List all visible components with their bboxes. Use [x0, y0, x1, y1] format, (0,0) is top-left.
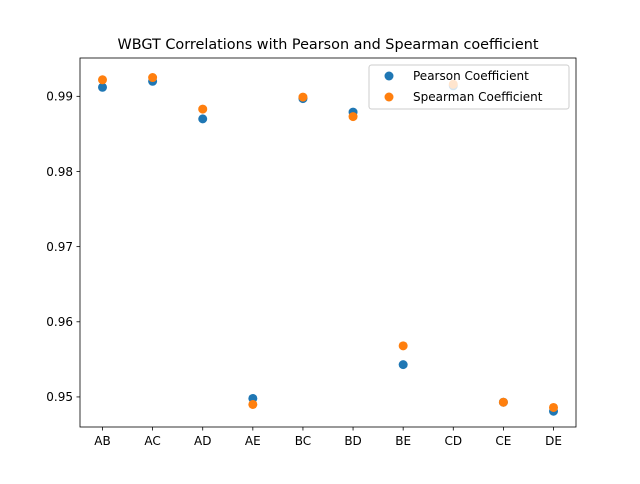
y-tick-label: 0.96 [46, 315, 73, 329]
x-tick-label: DE [545, 434, 562, 448]
legend-label: Spearman Coefficient [413, 90, 543, 104]
y-tick-label: 0.97 [46, 240, 73, 254]
x-tick-label: BC [295, 434, 311, 448]
x-tick-label: AB [94, 434, 110, 448]
data-point [398, 360, 408, 370]
x-tick-label: AE [245, 434, 261, 448]
series-spearman [98, 73, 558, 412]
y-tick-label: 0.99 [46, 90, 73, 104]
chart-title: WBGT Correlations with Pearson and Spear… [118, 37, 539, 53]
data-point [498, 397, 508, 407]
x-tick-label: BD [344, 434, 361, 448]
plot-area [80, 58, 576, 427]
data-marks [98, 73, 558, 416]
data-point [248, 399, 258, 409]
x-tick-label: BE [395, 434, 411, 448]
x-axis: AB AC AD AE BC BD BE CD CE DE [94, 427, 562, 448]
data-point [549, 402, 558, 412]
data-point [98, 75, 107, 85]
x-tick-label: AD [194, 434, 211, 448]
data-point [148, 73, 158, 83]
x-tick-label: AC [144, 434, 160, 448]
plot-frame [79, 57, 577, 428]
x-tick-label: CE [495, 434, 511, 448]
legend: Pearson Coefficient Spearman Coefficient [368, 64, 570, 110]
data-point [98, 82, 107, 92]
data-point [398, 341, 408, 351]
legend-box [368, 64, 570, 110]
legend-label: Pearson Coefficient [413, 69, 529, 83]
data-point [348, 112, 358, 122]
y-axis: 0.95 0.96 0.97 0.98 0.99 [46, 90, 80, 404]
y-tick-label: 0.95 [46, 390, 73, 404]
x-tick-label: CD [444, 434, 462, 448]
data-point [198, 104, 208, 114]
data-point [198, 114, 208, 124]
data-point [298, 92, 308, 102]
legend-marker [384, 71, 394, 81]
legend-marker [384, 92, 394, 102]
y-tick-label: 0.98 [46, 165, 73, 179]
